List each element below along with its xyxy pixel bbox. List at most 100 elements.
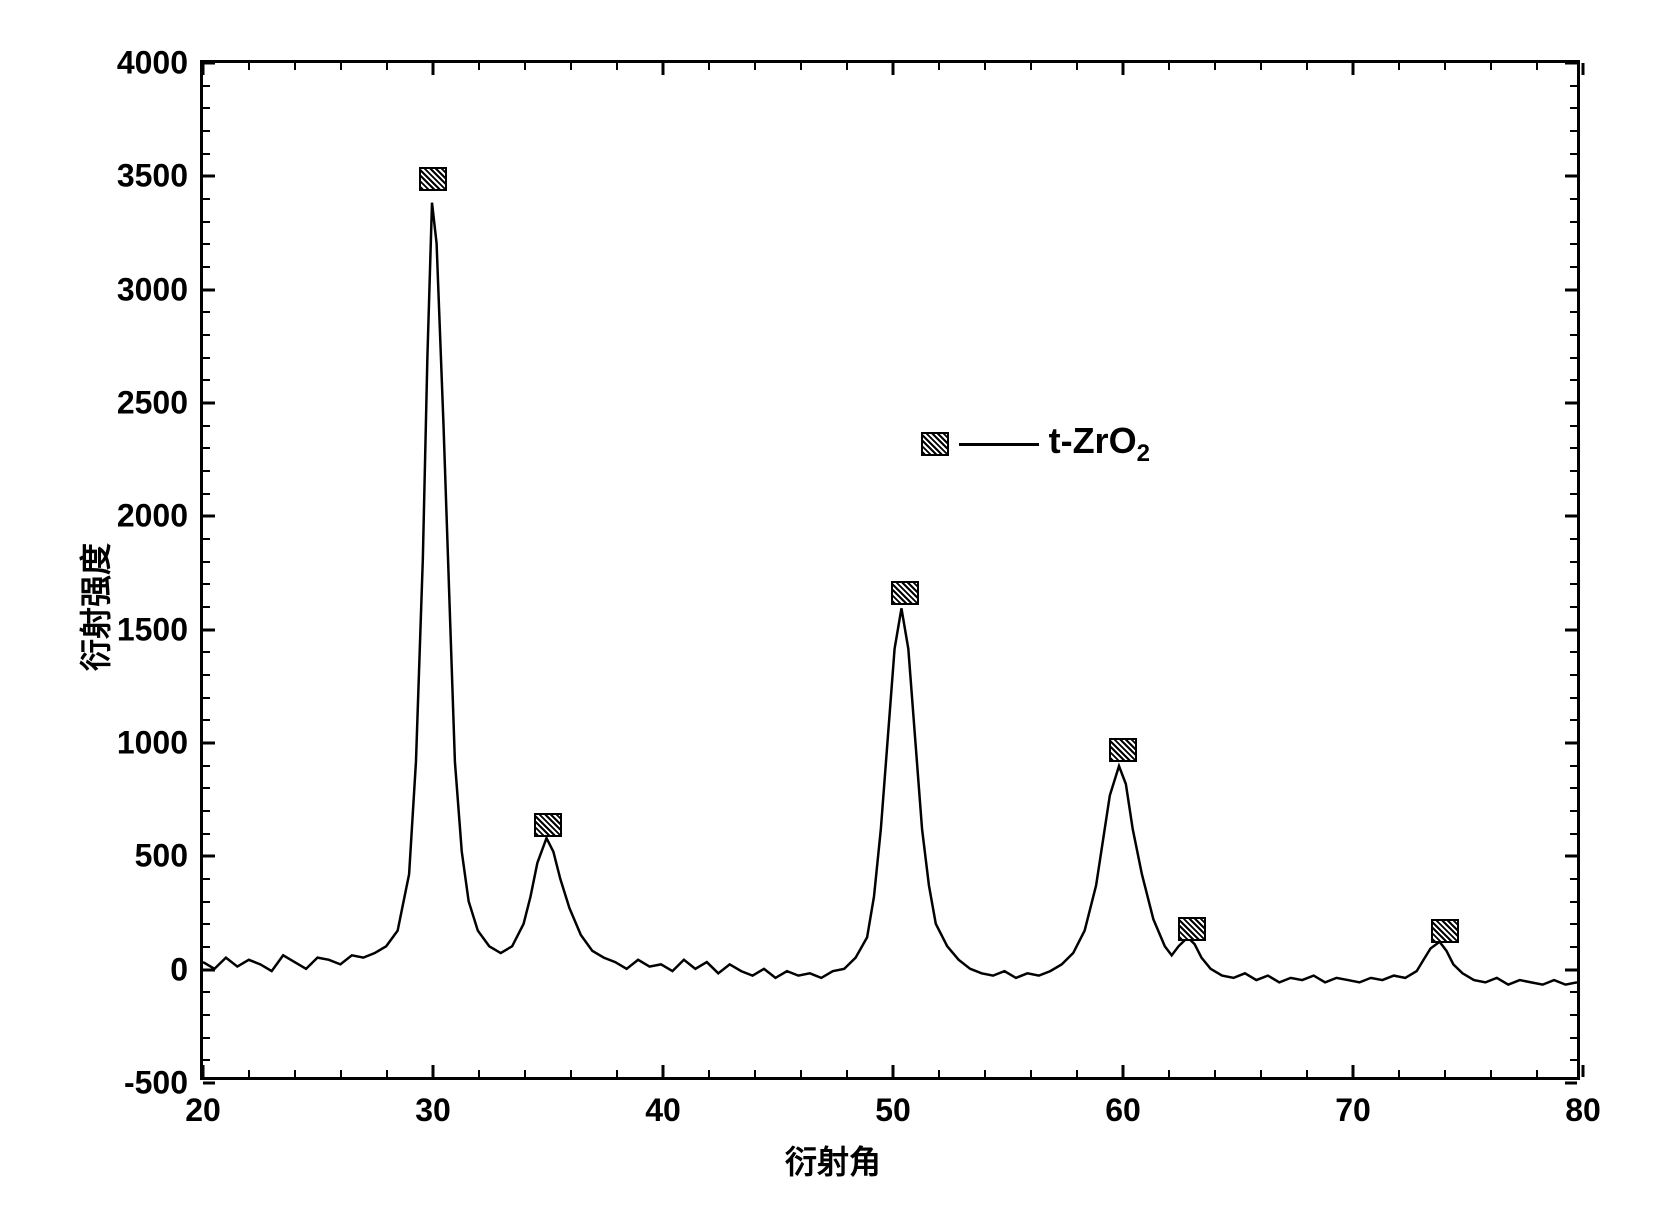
y-tick-mark [203,968,215,971]
y-minor-tick [203,107,210,109]
x-tick-mark [1352,63,1355,75]
x-minor-tick [846,1070,848,1077]
x-minor-tick [1214,63,1216,70]
x-minor-tick [1398,63,1400,70]
x-minor-tick [1260,63,1262,70]
y-minor-tick [203,221,210,223]
y-minor-tick [1570,583,1577,585]
y-minor-tick [1570,765,1577,767]
y-tick-label: 2500 [117,385,188,422]
x-minor-tick [1398,1070,1400,1077]
x-minor-tick [340,1070,342,1077]
y-minor-tick [203,493,210,495]
y-minor-tick [1570,379,1577,381]
x-tick-label: 70 [1335,1092,1371,1129]
y-tick-label: 4000 [117,45,188,82]
x-minor-tick [1490,1070,1492,1077]
x-minor-tick [1444,63,1446,70]
x-minor-tick [984,63,986,70]
y-tick-label: -500 [124,1065,188,1102]
x-tick-label: 30 [415,1092,451,1129]
x-tick-mark [892,63,895,75]
x-minor-tick [1168,1070,1170,1077]
y-minor-tick [203,266,210,268]
y-minor-tick [203,153,210,155]
y-tick-label: 500 [135,838,188,875]
y-tick-mark [1565,402,1577,405]
y-minor-tick [1570,833,1577,835]
x-minor-tick [616,1070,618,1077]
y-minor-tick [1570,1037,1577,1039]
x-minor-tick [1076,1070,1078,1077]
x-minor-tick [478,63,480,70]
y-minor-tick [203,810,210,812]
y-minor-tick [1570,606,1577,608]
y-minor-tick [203,243,210,245]
peak-marker [419,167,447,191]
y-tick-mark [203,742,215,745]
x-minor-tick [248,63,250,70]
x-tick-mark [1582,63,1585,75]
x-minor-tick [386,63,388,70]
y-minor-tick [203,1037,210,1039]
x-minor-tick [984,1070,986,1077]
y-tick-mark [203,175,215,178]
y-minor-tick [1570,221,1577,223]
y-minor-tick [1570,243,1577,245]
x-minor-tick [938,1070,940,1077]
x-tick-label: 80 [1565,1092,1601,1129]
y-tick-mark [203,288,215,291]
x-tick-mark [662,63,665,75]
x-tick-mark [1582,1065,1585,1077]
x-minor-tick [1168,63,1170,70]
y-axis-label: 衍射强度 [71,542,117,670]
y-tick-mark [1565,855,1577,858]
peak-marker [534,813,562,837]
x-tick-label: 50 [875,1092,911,1129]
y-minor-tick [1570,425,1577,427]
y-minor-tick [203,697,210,699]
x-minor-tick [1076,63,1078,70]
y-minor-tick [1570,719,1577,721]
legend-line-icon [959,443,1039,446]
y-tick-mark [203,1082,215,1085]
y-minor-tick [1570,153,1577,155]
y-minor-tick [1570,561,1577,563]
y-minor-tick [203,606,210,608]
plot-area: -500050010001500200025003000350040002030… [200,60,1580,1080]
y-minor-tick [203,311,210,313]
y-tick-mark [203,515,215,518]
y-tick-mark [203,855,215,858]
x-tick-mark [202,1065,205,1077]
x-tick-mark [892,1065,895,1077]
x-minor-tick [248,1070,250,1077]
x-minor-tick [800,1070,802,1077]
y-minor-tick [203,991,210,993]
y-minor-tick [203,583,210,585]
y-minor-tick [203,538,210,540]
x-tick-mark [662,1065,665,1077]
x-minor-tick [938,63,940,70]
y-minor-tick [1570,85,1577,87]
peak-marker [1109,738,1137,762]
x-minor-tick [1444,1070,1446,1077]
y-minor-tick [1570,651,1577,653]
x-minor-tick [294,1070,296,1077]
y-minor-tick [203,719,210,721]
x-tick-mark [202,63,205,75]
x-minor-tick [570,63,572,70]
y-minor-tick [1570,311,1577,313]
y-minor-tick [1570,991,1577,993]
y-minor-tick [1570,878,1577,880]
y-minor-tick [203,198,210,200]
y-minor-tick [203,447,210,449]
y-tick-label: 2000 [117,498,188,535]
y-minor-tick [1570,923,1577,925]
y-minor-tick [1570,470,1577,472]
y-minor-tick [1570,357,1577,359]
y-minor-tick [1570,697,1577,699]
y-minor-tick [1570,946,1577,948]
x-minor-tick [708,63,710,70]
x-minor-tick [570,1070,572,1077]
x-tick-label: 60 [1105,1092,1141,1129]
